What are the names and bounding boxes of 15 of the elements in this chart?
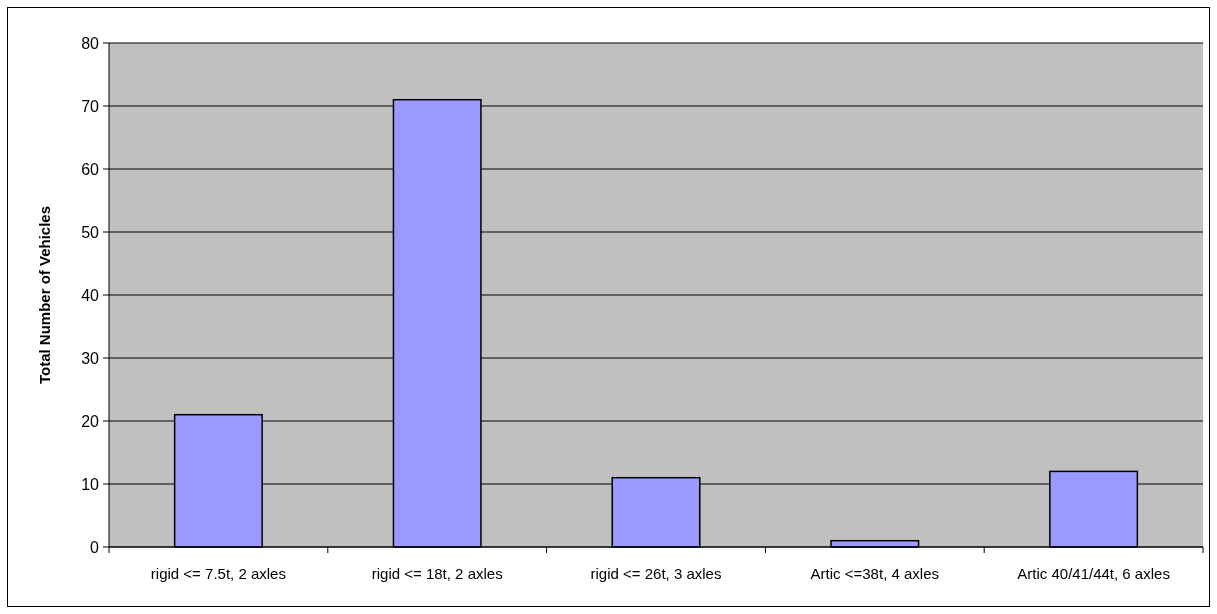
y-tick-label: 60 [81,160,100,178]
x-tick-label: rigid <= 18t, 2 axles [371,565,503,582]
y-tick-label: 40 [81,286,100,304]
x-tick-label: Artic 40/41/44t, 6 axles [1017,565,1170,582]
y-tick-label: 20 [81,412,100,430]
y-tick-label: 10 [81,475,100,493]
x-tick-label: rigid <= 26t, 3 axles [590,565,722,582]
y-tick-label: 80 [81,34,100,52]
y-tick-label: 30 [81,349,100,367]
y-axis-title: Total Number of Vehicles [36,205,53,385]
y-tick-label: 50 [81,223,100,241]
x-tick-label: rigid <= 7.5t, 2 axles [150,565,286,582]
y-tick-label: 0 [90,538,100,556]
x-tick-label: Artic <=38t, 4 axles [810,565,939,582]
y-tick-label: 70 [81,97,100,115]
